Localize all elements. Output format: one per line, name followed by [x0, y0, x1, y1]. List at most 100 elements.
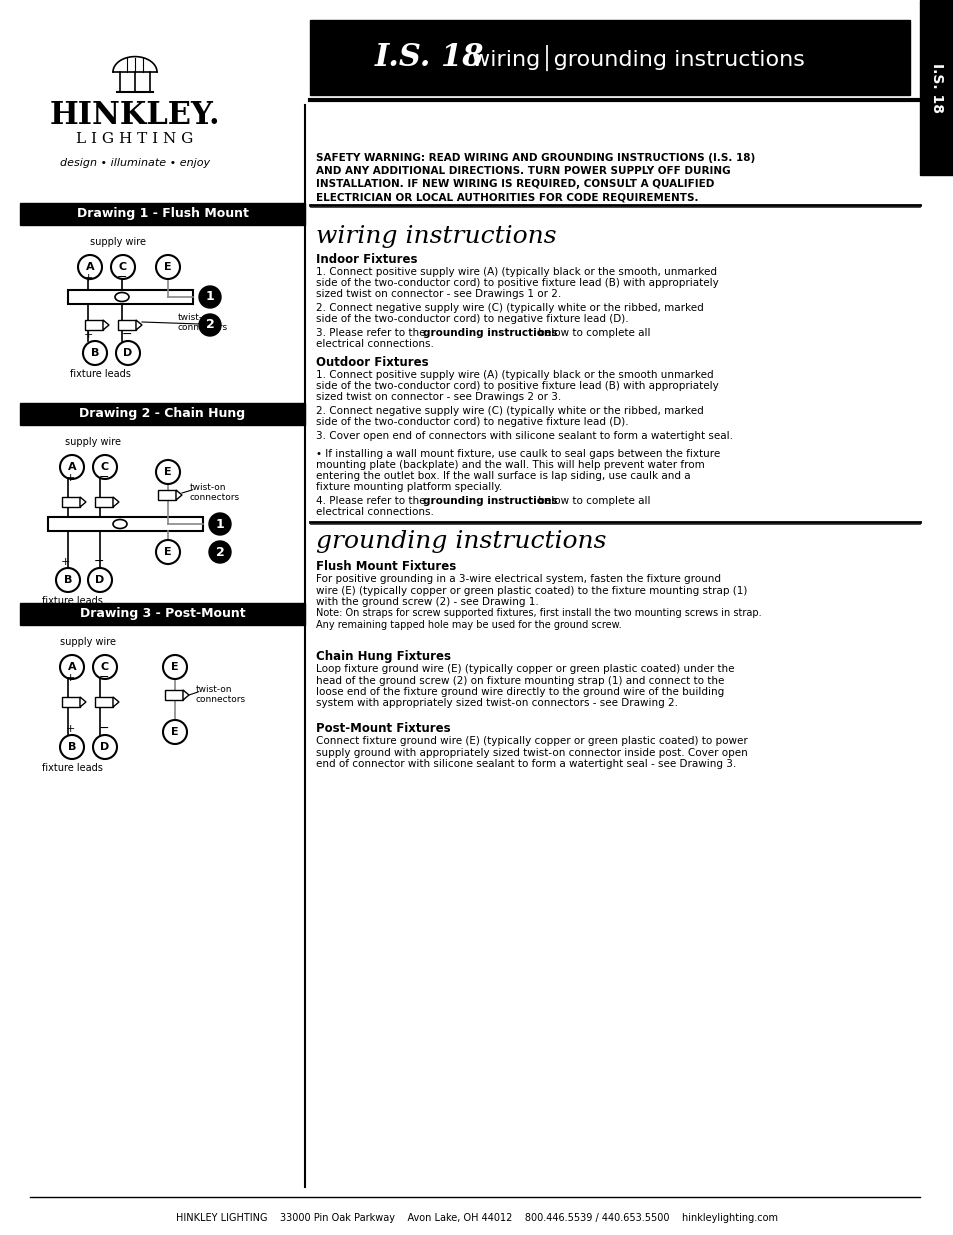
Text: system with appropriately sized twist-on connectors - see Drawing 2.: system with appropriately sized twist-on… [315, 699, 678, 709]
Text: A: A [86, 262, 94, 272]
Text: 3. Cover open end of connectors with silicone sealant to form a watertight seal.: 3. Cover open end of connectors with sil… [315, 431, 732, 441]
Text: INSTALLATION. IF NEW WIRING IS REQUIRED, CONSULT A QUALIFIED: INSTALLATION. IF NEW WIRING IS REQUIRED,… [315, 179, 714, 189]
Text: For positive grounding in a 3-wire electrical system, fasten the fixture ground: For positive grounding in a 3-wire elect… [315, 574, 720, 584]
Text: Outdoor Fixtures: Outdoor Fixtures [315, 356, 428, 369]
Text: grounding instructions: grounding instructions [422, 329, 557, 338]
Text: connectors: connectors [195, 695, 246, 704]
Text: below to complete all: below to complete all [535, 496, 650, 506]
Text: twist-on: twist-on [190, 483, 226, 492]
Text: E: E [171, 662, 178, 672]
Text: 1. Connect positive supply wire (A) (typically black or the smooth, unmarked: 1. Connect positive supply wire (A) (typ… [315, 267, 717, 277]
Text: C: C [101, 662, 109, 672]
Text: side of the two-conductor cord) to negative fixture lead (D).: side of the two-conductor cord) to negat… [315, 417, 628, 427]
Text: −: − [93, 555, 104, 568]
Circle shape [199, 314, 221, 336]
Text: 1: 1 [215, 517, 224, 531]
Text: D: D [123, 348, 132, 358]
Text: ELECTRICIAN OR LOCAL AUTHORITIES FOR CODE REQUIREMENTS.: ELECTRICIAN OR LOCAL AUTHORITIES FOR COD… [315, 191, 698, 203]
Text: +: + [60, 557, 70, 567]
Polygon shape [112, 697, 119, 706]
Text: +: + [83, 330, 92, 340]
Text: Post-Mount Fixtures: Post-Mount Fixtures [315, 722, 450, 735]
Circle shape [209, 513, 231, 535]
Text: +: + [65, 724, 74, 734]
Text: 2: 2 [206, 319, 214, 331]
Text: E: E [164, 547, 172, 557]
Text: Chain Hung Fixtures: Chain Hung Fixtures [315, 650, 451, 663]
Text: D: D [95, 576, 105, 585]
Text: −: − [122, 329, 132, 341]
Text: L I G H T I N G: L I G H T I N G [76, 132, 193, 146]
Text: C: C [101, 462, 109, 472]
Text: twist-on: twist-on [178, 312, 214, 321]
Polygon shape [165, 690, 183, 700]
Polygon shape [80, 697, 86, 706]
Text: 3. Please refer to the: 3. Please refer to the [315, 329, 428, 338]
Text: 1: 1 [206, 290, 214, 304]
Text: loose end of the fixture ground wire directly to the ground wire of the building: loose end of the fixture ground wire dir… [315, 687, 723, 697]
Text: Drawing 1 - Flush Mount: Drawing 1 - Flush Mount [76, 207, 248, 221]
Text: Note: On straps for screw supported fixtures, first install the two mounting scr: Note: On straps for screw supported fixt… [315, 609, 760, 619]
Text: B: B [64, 576, 72, 585]
Circle shape [199, 287, 221, 308]
Text: end of connector with silicone sealant to form a watertight seal - see Drawing 3: end of connector with silicone sealant t… [315, 760, 736, 769]
Text: Indoor Fixtures: Indoor Fixtures [315, 253, 417, 266]
Bar [20, 203, 305, 225]
Text: fixture leads: fixture leads [42, 763, 102, 773]
Bar [919, 0, 953, 175]
Text: −: − [99, 471, 110, 484]
Text: SAFETY WARNING: READ WIRING AND GROUNDING INSTRUCTIONS (I.S. 18): SAFETY WARNING: READ WIRING AND GROUNDIN… [315, 153, 755, 163]
Polygon shape [158, 490, 175, 500]
Text: fixture mounting platform specially.: fixture mounting platform specially. [315, 482, 501, 492]
Bar [68, 290, 193, 304]
Text: Drawing 3 - Post-Mount: Drawing 3 - Post-Mount [80, 608, 245, 620]
Text: side of the two-conductor cord) to negative fixture lead (D).: side of the two-conductor cord) to negat… [315, 314, 628, 324]
Text: D: D [100, 742, 110, 752]
Text: Any remaining tapped hole may be used for the ground screw.: Any remaining tapped hole may be used fo… [315, 620, 621, 630]
Polygon shape [85, 320, 103, 330]
Text: sized twist on connector - see Drawings 1 or 2.: sized twist on connector - see Drawings … [315, 289, 560, 299]
Text: HINKLEY.: HINKLEY. [50, 100, 220, 131]
Polygon shape [103, 320, 109, 330]
Text: electrical connections.: electrical connections. [315, 338, 434, 350]
Text: −: − [99, 722, 110, 735]
Polygon shape [95, 697, 112, 706]
Text: grounding instructions: grounding instructions [422, 496, 557, 506]
Bar [20, 603, 305, 625]
Text: +: + [65, 673, 74, 683]
Text: supply ground with appropriately sized twist-on connector inside post. Cover ope: supply ground with appropriately sized t… [315, 747, 747, 757]
Text: electrical connections.: electrical connections. [315, 508, 434, 517]
Text: E: E [164, 467, 172, 477]
Text: AND ANY ADDITIONAL DIRECTIONS. TURN POWER SUPPLY OFF DURING: AND ANY ADDITIONAL DIRECTIONS. TURN POWE… [315, 165, 730, 177]
Text: sized twist on connector - see Drawings 2 or 3.: sized twist on connector - see Drawings … [315, 391, 560, 403]
Text: E: E [164, 262, 172, 272]
Text: grounding instructions: grounding instructions [315, 530, 606, 553]
Text: Connect fixture ground wire (E) (typically copper or green plastic coated) to po: Connect fixture ground wire (E) (typical… [315, 736, 747, 746]
Text: Loop fixture ground wire (E) (typically copper or green plastic coated) under th: Loop fixture ground wire (E) (typically … [315, 664, 734, 674]
Polygon shape [62, 697, 80, 706]
Text: I.S. 18: I.S. 18 [929, 63, 943, 112]
Text: head of the ground screw (2) on fixture mounting strap (1) and connect to the: head of the ground screw (2) on fixture … [315, 676, 723, 685]
Text: fixture leads: fixture leads [42, 597, 102, 606]
Text: twist-on: twist-on [195, 684, 233, 694]
Text: B: B [91, 348, 99, 358]
Text: Drawing 2 - Chain Hung: Drawing 2 - Chain Hung [79, 408, 245, 420]
Text: supply wire: supply wire [60, 637, 116, 647]
Text: I.S. 18: I.S. 18 [375, 42, 484, 74]
Text: C: C [119, 262, 127, 272]
Circle shape [209, 541, 231, 563]
Text: B: B [68, 742, 76, 752]
Text: HINKLEY LIGHTING    33000 Pin Oak Parkway    Avon Lake, OH 44012    800.446.5539: HINKLEY LIGHTING 33000 Pin Oak Parkway A… [175, 1213, 778, 1223]
Text: A: A [68, 462, 76, 472]
Text: design • illuminate • enjoy: design • illuminate • enjoy [60, 158, 210, 168]
Polygon shape [175, 490, 182, 500]
Text: −: − [99, 671, 110, 684]
Text: • If installing a wall mount fixture, use caulk to seal gaps between the fixture: • If installing a wall mount fixture, us… [315, 450, 720, 459]
Text: wiring instructions: wiring instructions [315, 225, 556, 248]
Polygon shape [112, 496, 119, 508]
Text: entering the outlet box. If the wall surface is lap siding, use caulk and a: entering the outlet box. If the wall sur… [315, 471, 690, 480]
Bar [48, 517, 203, 531]
Text: 2: 2 [215, 546, 224, 558]
Text: supply wire: supply wire [90, 237, 146, 247]
Text: 1. Connect positive supply wire (A) (typically black or the smooth unmarked: 1. Connect positive supply wire (A) (typ… [315, 370, 713, 380]
